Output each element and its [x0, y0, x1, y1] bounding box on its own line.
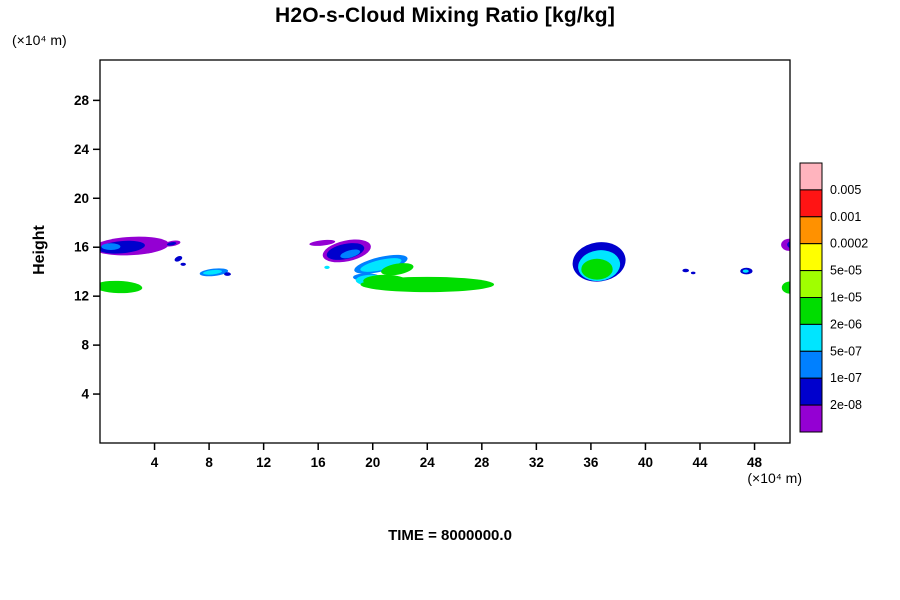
cloud-blob: [101, 243, 121, 250]
colorbar-cell: [799, 350, 823, 379]
cloud-blob: [224, 272, 231, 276]
time-annotation: TIME = 8000000.0: [388, 527, 512, 544]
colorbar-tick-label: 5e-07: [830, 344, 862, 358]
colorbar-cell: [799, 189, 823, 218]
colorbar: [799, 162, 823, 433]
x-tick-label: 16: [311, 455, 327, 470]
x-axis-ticks: 4 8 12 16 20 24 28 32 36 40 44 48: [151, 443, 763, 470]
x-tick-label: 48: [747, 455, 763, 470]
cloud-blob: [781, 238, 790, 251]
colorbar-cell: [799, 216, 823, 245]
colorbar-labels: 0.005 0.001 0.0002 5e-05 1e-05 2e-06 5e-07 1e-0…: [830, 183, 868, 412]
colorbar-cell: [799, 404, 823, 433]
x-tick-label: 4: [151, 455, 159, 470]
y-axis-ticks: 4 8 12 16 20 24 28: [74, 93, 100, 402]
colorbar-tick-label: 2e-06: [830, 317, 862, 331]
colorbar-cell: [799, 270, 823, 299]
colorbar-tick-label: 0.005: [830, 183, 861, 197]
cloud-blob: [180, 262, 186, 266]
x-tick-label: 44: [692, 455, 708, 470]
cloud-blob: [381, 263, 414, 276]
cloud-blob: [682, 268, 689, 273]
x-tick-label: 24: [420, 455, 436, 470]
cloud-blob: [166, 242, 177, 246]
cloud-blob: [742, 269, 749, 273]
x-tick-label: 8: [205, 455, 213, 470]
cloud-blob: [309, 239, 336, 246]
colorbar-tick-label: 5e-05: [830, 264, 862, 278]
axis-frame: [99, 59, 791, 444]
cloud-regions: [100, 236, 790, 294]
colorbar-cell: [799, 377, 823, 406]
cloud-blob: [787, 241, 790, 249]
y-tick-label: 20: [74, 191, 89, 206]
y-tick-label: 28: [74, 93, 90, 108]
colorbar-cell: [799, 323, 823, 352]
colorbar-cell: [799, 162, 823, 191]
cloud-blob: [360, 258, 402, 272]
colorbar-tick-label: 0.0002: [830, 237, 868, 251]
plot-title: H2O-s-Cloud Mixing Ratio [kg/kg]: [274, 4, 616, 27]
x-tick-label: 40: [638, 455, 653, 470]
colorbar-tick-label: 1e-05: [830, 291, 862, 305]
cloud-blob: [363, 274, 407, 287]
colorbar-cell: [799, 243, 823, 272]
x-tick-label: 28: [474, 455, 490, 470]
x-tick-label: 32: [529, 455, 544, 470]
y-tick-label: 4: [81, 387, 89, 402]
colorbar-tick-label: 1e-07: [830, 371, 862, 385]
x-tick-label: 20: [365, 455, 380, 470]
cloud-blob: [203, 269, 222, 275]
cloud-blob: [174, 256, 183, 262]
cloud-blob: [781, 281, 790, 294]
cloud-blob: [324, 265, 330, 269]
y-tick-label: 24: [74, 142, 90, 157]
cloud-blob: [100, 280, 143, 294]
cloud-blob: [581, 258, 613, 280]
colorbar-cell: [799, 297, 823, 325]
y-axis-unit-label: (×10⁴ m): [12, 32, 67, 48]
x-tick-label: 12: [256, 455, 271, 470]
x-axis-unit-label: (×10⁴ m): [747, 470, 802, 486]
cloud-blob: [340, 249, 361, 259]
y-tick-label: 8: [81, 338, 89, 353]
cloud-blob: [690, 271, 696, 275]
x-tick-label: 36: [583, 455, 599, 470]
colorbar-tick-label: 0.001: [830, 210, 861, 224]
colorbar-tick-label: 2e-08: [830, 398, 862, 412]
y-tick-label: 12: [74, 289, 89, 304]
y-tick-label: 16: [74, 240, 90, 255]
